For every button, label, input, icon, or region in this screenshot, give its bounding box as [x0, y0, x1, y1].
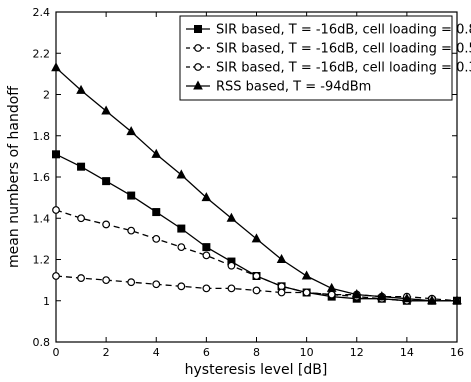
legend-box	[179, 15, 453, 101]
legend-label: SIR based, T = -16dB, cell loading = 0.8	[216, 23, 471, 38]
legend-item: SIR based, T = -16dB, cell loading = 0.5	[186, 42, 471, 57]
x-axis-label: hysteresis level [dB]	[185, 362, 328, 378]
data-point	[127, 278, 136, 287]
legend-item: SIR based, T = -16dB, cell loading = 0.8	[186, 23, 471, 38]
y-tick-label: 1.2	[33, 254, 51, 267]
data-point	[226, 212, 237, 222]
data-point	[351, 289, 362, 299]
data-point	[52, 272, 60, 280]
y-tick-label: 1.6	[33, 171, 51, 184]
legend-item: SIR based, T = -16dB, cell loading = 0.3	[186, 61, 471, 76]
data-point	[251, 233, 262, 243]
legend-item: RSS based, T = -94dBm	[186, 80, 371, 95]
legend-label: RSS based, T = -94dBm	[216, 80, 371, 95]
data-point	[177, 243, 186, 252]
data-point	[76, 84, 86, 94]
data-point	[151, 148, 162, 158]
legend-marker	[194, 44, 202, 52]
series-layer	[51, 62, 462, 305]
data-point	[102, 220, 111, 229]
y-tick-label: 1.4	[33, 212, 51, 225]
x-tick-label: 10	[300, 346, 314, 359]
data-point	[152, 280, 161, 289]
data-point	[77, 274, 85, 282]
data-point	[77, 162, 86, 171]
data-point	[327, 290, 336, 299]
data-point	[51, 62, 61, 72]
data-point	[427, 295, 437, 305]
x-tick-label: 2	[103, 346, 110, 359]
x-tick-label: 4	[153, 346, 160, 359]
data-point	[52, 150, 60, 159]
data-point	[52, 206, 60, 214]
data-point	[201, 192, 212, 202]
x-tick-label: 14	[400, 346, 414, 359]
data-point	[177, 282, 186, 291]
data-point	[276, 253, 287, 263]
y-tick-label: 2.2	[33, 47, 51, 60]
x-tick-label: 0	[53, 346, 60, 359]
data-point	[252, 286, 261, 295]
data-point	[202, 243, 211, 252]
data-point	[102, 276, 111, 285]
data-point	[452, 295, 462, 305]
data-point	[127, 191, 136, 200]
data-point	[277, 288, 286, 297]
data-point	[326, 282, 337, 292]
data-point	[302, 288, 311, 297]
x-tick-label: 8	[253, 346, 260, 359]
y-tick-label: 2.4	[33, 6, 51, 19]
data-point	[376, 291, 387, 301]
data-point	[102, 177, 111, 186]
y-tick-label: 2	[43, 89, 50, 102]
x-tick-label: 16	[450, 346, 464, 359]
legend-marker	[194, 25, 202, 33]
legend-marker	[194, 63, 202, 71]
legend-marker	[193, 80, 203, 90]
data-point	[101, 105, 111, 115]
data-point	[176, 169, 187, 179]
legend-label: SIR based, T = -16dB, cell loading = 0.5	[216, 42, 471, 57]
data-point	[202, 284, 211, 293]
data-point	[127, 226, 136, 235]
data-point	[301, 270, 312, 280]
series-4	[51, 62, 462, 305]
data-point	[227, 261, 236, 270]
y-tick-label: 1.8	[33, 130, 51, 143]
y-tick-label: 0.8	[33, 336, 51, 349]
data-point	[402, 293, 412, 303]
y-tick-label: 1	[43, 295, 50, 308]
data-point	[202, 251, 211, 260]
data-point	[177, 224, 186, 233]
x-tick-label: 6	[203, 346, 210, 359]
data-point	[252, 272, 261, 280]
legend: SIR based, T = -16dB, cell loading = 0.8…	[179, 15, 471, 101]
data-point	[77, 214, 85, 223]
legend-label: SIR based, T = -16dB, cell loading = 0.3	[216, 61, 471, 76]
data-point	[227, 284, 236, 293]
data-point	[152, 208, 161, 217]
x-tick-label: 12	[350, 346, 364, 359]
data-point	[152, 234, 161, 243]
axis-ticks: 0 2 4 6 8 10 12 14 16 0.8 1 1.2 1.4 1.6 1.8 2 2.2 2.4	[33, 6, 465, 359]
data-point	[126, 126, 137, 136]
y-axis-label: mean numbers of handoff	[6, 86, 22, 268]
